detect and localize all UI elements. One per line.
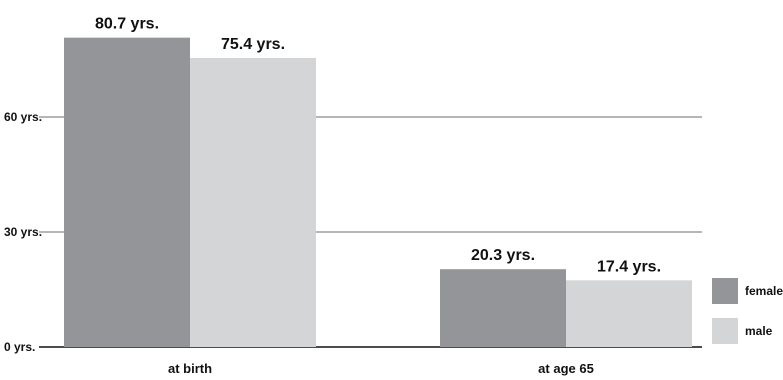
data-label-male-at-age-65: 17.4 yrs. (597, 258, 661, 275)
category-label-at-age-65: at age 65 (538, 361, 594, 376)
y-tick-label-60: 60 yrs. (4, 110, 42, 124)
bar-female-at-birth (64, 37, 190, 348)
legend-label-male: male (745, 324, 773, 338)
legend-swatch-female (712, 278, 738, 304)
y-tick-label-0: 0 yrs. (4, 340, 35, 354)
legend-label-female: female (745, 284, 783, 298)
data-label-female-at-birth: 80.7 yrs. (95, 16, 159, 33)
category-label-at-birth: at birth (168, 361, 212, 376)
data-label-female-at-age-65: 20.3 yrs. (471, 247, 535, 264)
bars (64, 37, 692, 348)
labels: 0 yrs. 30 yrs. 60 yrs. 80.7 yrs. 75.4 yrs. at… (4, 16, 661, 376)
y-tick-label-30: 30 yrs. (4, 225, 42, 239)
legend-swatch-male (712, 318, 738, 344)
bar-male-at-birth (190, 57, 316, 347)
bar-male-at-age-65 (566, 280, 692, 347)
bar-female-at-age-65 (440, 269, 566, 347)
legend: female male (712, 278, 783, 344)
data-label-male-at-birth: 75.4 yrs. (221, 36, 285, 53)
